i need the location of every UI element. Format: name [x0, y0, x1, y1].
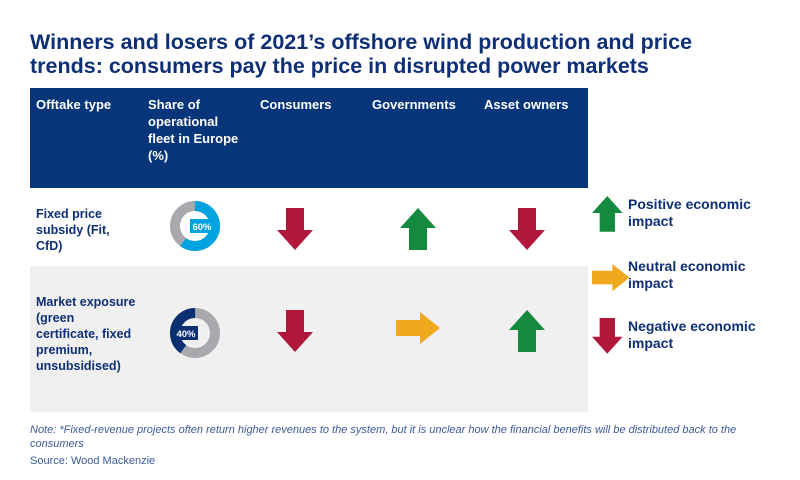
consumers-impact-arrow-icon — [277, 310, 313, 357]
row-label: Fixed price subsidy (Fit, CfD) — [36, 207, 110, 253]
header-offtake-type: Offtake type — [36, 97, 112, 112]
legend-label: Neutral economic impact — [628, 258, 746, 291]
governments-impact-arrow-icon — [400, 208, 436, 255]
governments-impact-arrow-icon — [396, 312, 440, 349]
table-row: Market exposure (green certificate, fixe… — [30, 266, 588, 412]
share-slice — [170, 308, 220, 358]
positive-arrow-icon — [592, 196, 623, 237]
header-asset-owners: Asset owners — [484, 97, 569, 112]
asset-owners-impact-arrow-icon — [509, 208, 545, 255]
share-donut-chart: 60% — [170, 201, 220, 251]
header-share: Share of operational fleet in Europe (%) — [148, 97, 239, 163]
legend-neutral: Neutral economic impact — [590, 258, 790, 298]
share-label: 40% — [176, 329, 196, 340]
share-donut-chart: 40% — [170, 308, 220, 358]
share-label: 60% — [192, 222, 212, 233]
legend-label: Positive economic impact — [628, 196, 751, 229]
asset-owners-impact-arrow-icon — [509, 310, 545, 357]
legend-negative: Negative economic impact — [590, 318, 790, 358]
header-governments: Governments — [372, 97, 456, 112]
row-label: Market exposure (green certificate, fixe… — [36, 295, 136, 373]
header-consumers: Consumers — [260, 97, 332, 112]
table-row: Fixed price subsidy (Fit, CfD) 60% — [30, 188, 588, 266]
neutral-arrow-icon — [592, 264, 630, 296]
page-title: Winners and losers of 2021’s offshore wi… — [30, 30, 693, 78]
consumers-impact-arrow-icon — [277, 208, 313, 255]
legend-positive: Positive economic impact — [590, 196, 790, 236]
source: Source: Wood Mackenzie — [30, 455, 156, 467]
share-slice — [170, 201, 220, 251]
legend-label: Negative economic impact — [628, 318, 756, 351]
footnote: Note: *Fixed-revenue projects often retu… — [30, 424, 737, 450]
table-header: Offtake type Share of operational fleet … — [30, 88, 588, 188]
negative-arrow-icon — [592, 318, 623, 359]
